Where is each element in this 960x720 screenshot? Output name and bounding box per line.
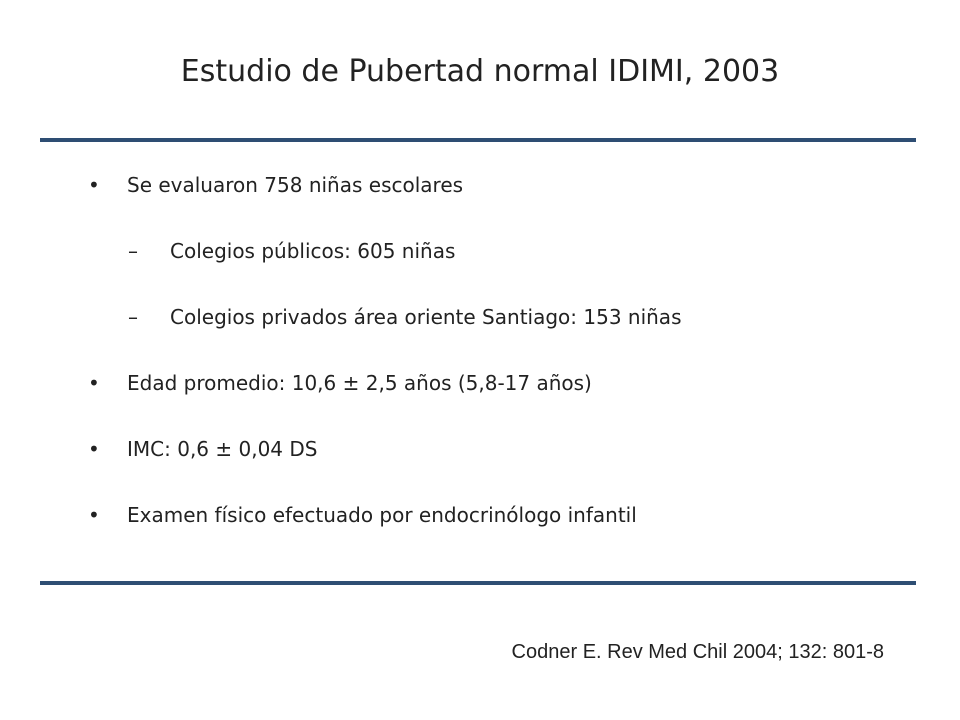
bullet-text: Colegios privados área oriente Santiago:…	[170, 305, 682, 329]
bullet-text: Examen físico efectuado por endocrinólog…	[127, 503, 637, 527]
bullet-marker: •	[88, 503, 100, 527]
bullet-text: IMC: 0,6 ± 0,04 DS	[127, 437, 318, 461]
bullet-text: Edad promedio: 10,6 ± 2,5 años (5,8-17 a…	[127, 371, 592, 395]
bullet-marker: •	[88, 173, 100, 197]
bullet-marker: •	[88, 371, 100, 395]
bullet-marker: –	[128, 239, 138, 263]
bullet-text: Colegios públicos: 605 niñas	[170, 239, 456, 263]
bullet-text: Se evaluaron 758 niñas escolares	[127, 173, 464, 197]
bullet-marker: –	[128, 305, 138, 329]
citation: Codner E. Rev Med Chil 2004; 132: 801-8	[511, 641, 884, 663]
slide-title: Estudio de Pubertad normal IDIMI, 2003	[180, 54, 780, 89]
rule	[40, 581, 916, 585]
rule	[40, 138, 916, 142]
bullet-marker: •	[88, 437, 100, 461]
